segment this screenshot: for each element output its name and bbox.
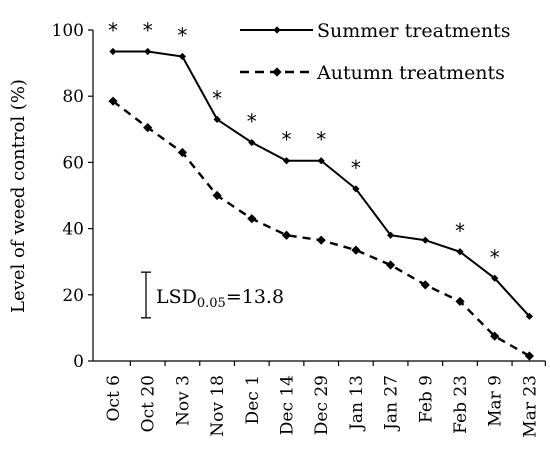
data-point-summer: [387, 231, 395, 239]
significance-star: *: [455, 219, 465, 243]
significance-star: *: [490, 245, 500, 269]
data-point-autumn: [351, 245, 361, 255]
data-point-summer: [456, 248, 464, 256]
significance-star: *: [177, 23, 187, 47]
data-point-summer: [282, 157, 291, 165]
data-point-summer: [421, 236, 429, 244]
data-point-autumn: [316, 235, 326, 245]
significance-star: *: [282, 128, 292, 152]
significance-star: *: [351, 156, 361, 180]
significance-star: *: [212, 86, 222, 110]
y-tick-label: 100: [52, 21, 84, 41]
significance-star: *: [143, 19, 153, 43]
x-tick-label: Dec 29: [312, 375, 332, 435]
data-point-summer: [109, 47, 117, 56]
y-tick-label: 60: [62, 153, 84, 173]
data-point-summer: [144, 47, 152, 56]
x-tick-label: Mar 9: [486, 375, 506, 427]
x-tick-label: Oct 6: [104, 375, 124, 422]
legend-label-summer: Summer treatments: [317, 20, 510, 42]
data-point-autumn: [281, 230, 292, 240]
data-point-summer: [491, 274, 499, 282]
data-point-autumn: [524, 351, 534, 361]
x-tick-label: Jan 13: [347, 375, 367, 432]
data-point-autumn: [386, 260, 396, 270]
x-tick-label: Nov 18: [208, 375, 228, 437]
data-point-autumn: [490, 331, 500, 341]
data-point-summer: [178, 52, 186, 61]
legend-label-autumn: Autumn treatments: [316, 62, 505, 84]
series-line-summer: [113, 50, 531, 317]
x-tick-label: Oct 20: [139, 375, 159, 432]
x-tick-label: Nov 3: [173, 375, 193, 426]
legend-marker-summer: [273, 26, 281, 34]
significance-star: *: [247, 110, 257, 134]
y-tick-label: 20: [62, 286, 84, 306]
data-point-autumn: [212, 190, 222, 201]
lsd-label: LSD0.05=13.8: [156, 286, 284, 311]
lsd-indicator: LSD0.05=13.8: [141, 271, 284, 319]
data-point-autumn: [247, 214, 257, 224]
data-point-autumn: [177, 147, 187, 158]
y-tick-label: 40: [62, 220, 84, 240]
y-axis-title: Level of weed control (%): [8, 79, 29, 313]
x-tick-label: Feb 23: [451, 375, 471, 434]
data-point-summer: [213, 115, 221, 123]
legend-marker-autumn: [272, 67, 282, 77]
data-point-summer: [352, 185, 360, 193]
data-point-autumn: [455, 296, 465, 307]
axes: [92, 30, 546, 362]
x-tick-label: Feb 9: [416, 375, 436, 423]
data-point-autumn: [108, 96, 118, 106]
significance-star: *: [316, 128, 326, 152]
data-point-summer: [525, 312, 533, 320]
x-tick-label: Dec 1: [243, 375, 263, 424]
series-layer: [108, 47, 534, 361]
significance-markers: * * * * * * * * * *: [108, 19, 500, 270]
data-point-autumn: [143, 123, 153, 133]
y-tick-label: 80: [62, 87, 84, 107]
legend: Summer treatments Autumn treatments: [240, 20, 510, 84]
x-tick-label: Dec 14: [278, 375, 298, 435]
x-tick-label: Jan 27: [382, 375, 402, 432]
data-point-summer: [317, 157, 325, 165]
ticks: 0 20 40 60 80 100 Oct 6 Oct 20 Nov 3 Nov 18 Dec 1 D…: [52, 21, 547, 438]
y-tick-label: 0: [73, 352, 84, 372]
x-tick-label: Mar 23: [520, 375, 540, 438]
significance-star: *: [108, 19, 118, 43]
data-point-summer: [248, 138, 256, 147]
data-point-autumn: [420, 280, 430, 290]
